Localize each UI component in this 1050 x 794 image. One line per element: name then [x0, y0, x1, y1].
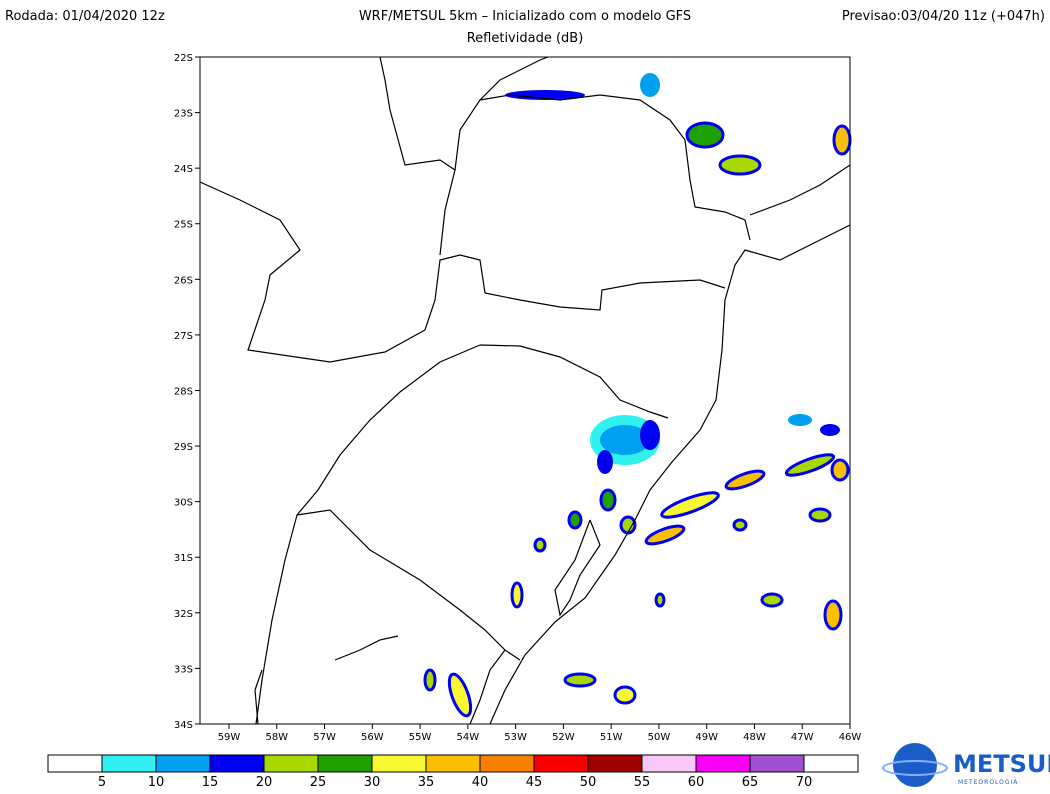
- lat-label: 28S: [174, 386, 193, 397]
- logo: METSUL METEOROLOGIA: [882, 743, 1050, 787]
- boundaries: [199, 56, 851, 725]
- logo-name: METSUL: [953, 750, 1050, 778]
- colorbar-label: 50: [580, 775, 597, 790]
- lat-label: 31S: [174, 553, 193, 564]
- lon-label: 59W: [218, 732, 241, 743]
- lat-label: 29S: [174, 442, 193, 453]
- lon-label: 48W: [743, 732, 766, 743]
- colorbar-swatch: [317, 754, 373, 773]
- colorbar-label: 35: [418, 775, 435, 790]
- lat-label: 30S: [174, 498, 193, 509]
- lat-label: 33S: [174, 664, 193, 675]
- lon-label: 53W: [504, 732, 527, 743]
- logo-tagline: METEOROLOGIA: [958, 779, 1018, 786]
- lat-label: 32S: [174, 609, 193, 620]
- colorbar-swatch: [587, 754, 643, 773]
- lat-label: 25S: [174, 220, 193, 231]
- lon-label: 50W: [648, 732, 671, 743]
- colorbar-label: 5: [98, 775, 106, 790]
- colorbar-label: 10: [148, 775, 165, 790]
- lon-label: 56W: [361, 732, 384, 743]
- lon-label: 58W: [265, 732, 288, 743]
- lon-label: 55W: [409, 732, 432, 743]
- colorbar-swatch: [641, 754, 697, 773]
- colorbar-label: 30: [364, 775, 381, 790]
- lon-label: 52W: [552, 732, 575, 743]
- colorbar-swatch: [371, 754, 427, 773]
- colorbar-label: 65: [742, 775, 759, 790]
- model-title: WRF/METSUL 5km – Inicializado com o mode…: [359, 9, 691, 24]
- colorbar-label: 40: [472, 775, 489, 790]
- lat-label: 27S: [174, 331, 193, 342]
- colorbar-swatch: [749, 754, 805, 773]
- colorbar-label: 55: [634, 775, 651, 790]
- forecast-label: Previsao:03/04/20 11z (+047h): [842, 9, 1045, 24]
- colorbar-label: 25: [310, 775, 327, 790]
- lon-label: 47W: [791, 732, 814, 743]
- run-label: Rodada: 01/04/2020 12z: [5, 9, 165, 24]
- colorbar-label: 15: [202, 775, 219, 790]
- colorbar-swatch: [425, 754, 481, 773]
- colorbar-swatch: [533, 754, 589, 773]
- colorbar-swatch: [101, 754, 157, 773]
- colorbar-label: 45: [526, 775, 543, 790]
- lon-label: 49W: [695, 732, 718, 743]
- lat-label: 34S: [174, 720, 193, 731]
- lat-label: 24S: [174, 164, 193, 175]
- lon-label: 57W: [313, 732, 336, 743]
- lat-label: 23S: [174, 109, 193, 120]
- colorbar-swatch: [803, 754, 859, 773]
- colorbar-swatch: [479, 754, 535, 773]
- lon-label: 51W: [600, 732, 623, 743]
- colorbar-label: 60: [688, 775, 705, 790]
- colorbar-swatch: [695, 754, 751, 773]
- colorbar-swatch: [209, 754, 265, 773]
- colorbar: 5 10 15 20 25 30 35 40 45 50 55 60 65 70: [47, 754, 859, 790]
- colorbar-label: 70: [796, 775, 813, 790]
- colorbar-swatch: [155, 754, 211, 773]
- colorbar-swatch: [263, 754, 319, 773]
- lon-label: 54W: [457, 732, 480, 743]
- lat-label: 22S: [174, 53, 193, 64]
- lon-label: 46W: [839, 732, 862, 743]
- colorbar-swatch: [47, 754, 103, 773]
- subtitle: Refletividade (dB): [467, 31, 584, 46]
- lat-label: 26S: [174, 275, 193, 286]
- colorbar-label: 20: [256, 775, 273, 790]
- echoes: [423, 73, 852, 718]
